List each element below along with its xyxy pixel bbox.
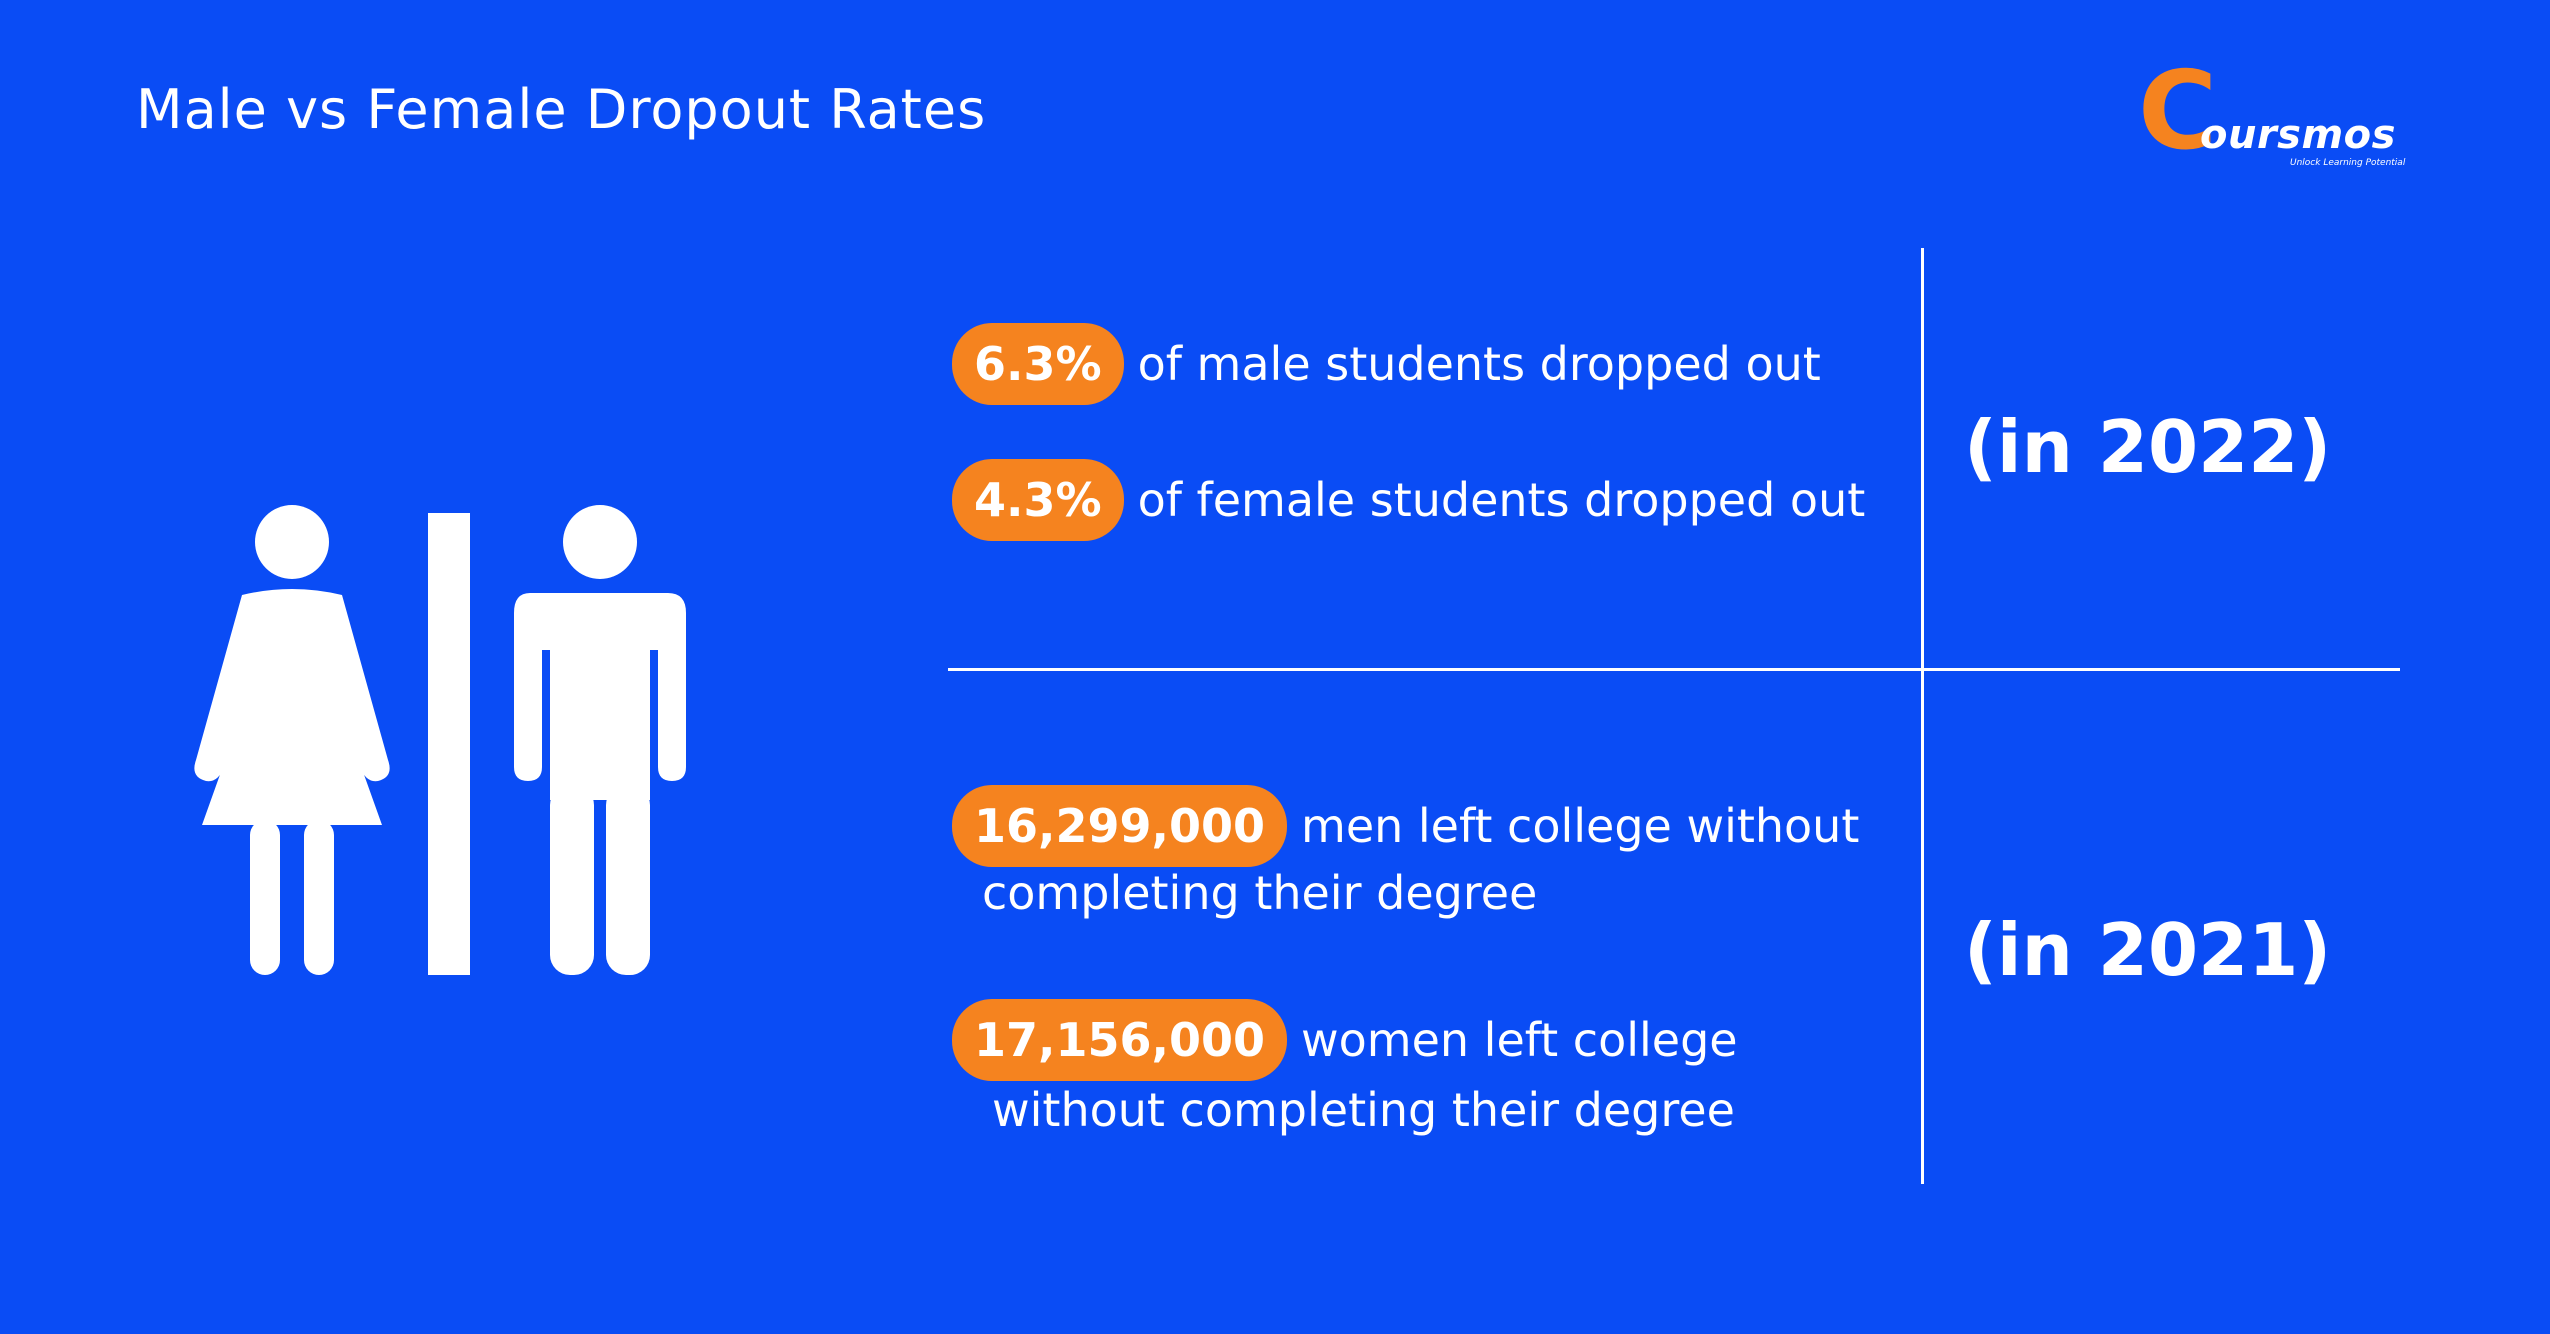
male-person-icon xyxy=(514,505,686,975)
stat-women-2021: 17,156,000 women left college xyxy=(952,999,1738,1081)
men-stat-text-line1: men left college without xyxy=(1301,799,1860,853)
year-label-2022: (in 2022) xyxy=(1964,405,2332,489)
female-person-icon xyxy=(194,505,390,975)
horizontal-divider xyxy=(948,668,2400,671)
logo-wordmark: oursmos xyxy=(2200,112,2396,158)
stat-female-2022: 4.3% of female students dropped out xyxy=(952,459,1865,541)
vertical-divider xyxy=(1921,248,1924,1184)
men-count-badge: 16,299,000 xyxy=(952,785,1288,867)
logo-letter: C xyxy=(2138,49,2218,174)
male-percentage-badge: 6.3% xyxy=(952,323,1124,405)
male-stat-text: of male students dropped out xyxy=(1137,337,1821,391)
coursmos-logo: C oursmos Unlock Learning Potential xyxy=(2138,49,2405,174)
female-percentage-badge: 4.3% xyxy=(952,459,1124,541)
logo-tagline: Unlock Learning Potential xyxy=(2290,158,2406,168)
stat-men-2021: 16,299,000 men left college without xyxy=(952,785,1859,867)
stat-male-2022: 6.3% of male students dropped out xyxy=(952,323,1821,405)
page-title: Male vs Female Dropout Rates xyxy=(136,78,987,141)
women-count-badge: 17,156,000 xyxy=(952,999,1288,1081)
men-stat-text-line2: completing their degree xyxy=(982,866,1538,920)
women-stat-text-line2: without completing their degree xyxy=(992,1083,1735,1137)
year-label-2021: (in 2021) xyxy=(1964,908,2332,992)
icon-divider xyxy=(428,513,470,975)
female-stat-text: of female students dropped out xyxy=(1137,473,1866,527)
women-stat-text-line1: women left college xyxy=(1301,1013,1738,1067)
gender-icons xyxy=(180,505,700,975)
